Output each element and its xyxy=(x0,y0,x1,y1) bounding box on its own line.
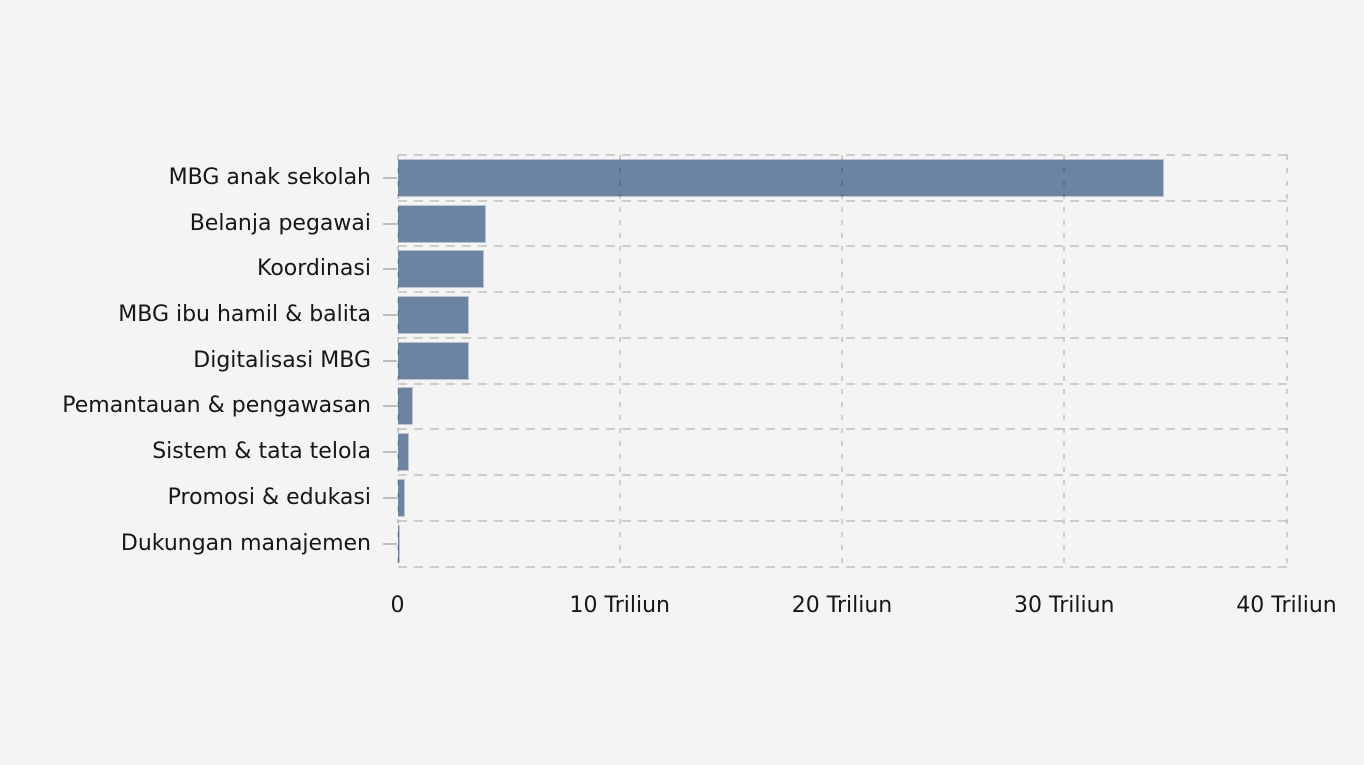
gridline-vertical xyxy=(618,155,621,567)
category-label: Koordinasi xyxy=(257,256,371,282)
gridline-vertical xyxy=(841,155,843,567)
gridline-horizontal xyxy=(397,519,1287,522)
gridline-vertical xyxy=(1063,155,1066,567)
bar xyxy=(397,204,487,243)
category-label: Belanja pegawai xyxy=(189,210,371,236)
category-tick xyxy=(383,359,397,362)
gridline-horizontal xyxy=(397,199,1287,202)
bar xyxy=(397,387,414,426)
category-tick xyxy=(383,222,397,225)
gridline-horizontal xyxy=(397,428,1287,431)
category-tick xyxy=(383,451,397,454)
bar xyxy=(397,158,1165,197)
category-tick xyxy=(383,405,397,408)
gridline-horizontal xyxy=(397,154,1287,156)
gridline-horizontal xyxy=(397,382,1287,385)
x-axis-label: 40 Triliun xyxy=(1236,593,1337,618)
gridline-horizontal xyxy=(397,474,1287,477)
x-axis-label: 10 Triliun xyxy=(569,593,670,618)
category-label: Digitalisasi MBG xyxy=(193,347,371,373)
x-axis-label: 30 Triliun xyxy=(1014,593,1115,618)
x-axis-label: 20 Triliun xyxy=(791,593,893,618)
bar xyxy=(397,478,406,517)
category-label: Dukungan manajemen xyxy=(120,530,371,556)
category-tick xyxy=(383,496,397,499)
category-label: Promosi & edukasi xyxy=(167,484,371,510)
gridline-vertical xyxy=(1285,155,1288,567)
x-axis-label: 0 xyxy=(390,593,405,618)
bar xyxy=(397,296,469,335)
category-tick xyxy=(383,176,397,179)
category-label: Sistem & tata telola xyxy=(152,439,371,465)
gridline-horizontal xyxy=(397,291,1287,294)
category-tick xyxy=(383,542,397,545)
bar xyxy=(397,433,409,472)
category-tick xyxy=(383,314,397,317)
plot-area xyxy=(396,154,1288,568)
bar xyxy=(397,341,469,380)
bar xyxy=(397,524,401,563)
gridline-horizontal xyxy=(397,565,1287,568)
gridline-horizontal xyxy=(397,336,1287,339)
category-label: Pemantauan & pengawasan xyxy=(62,393,371,419)
category-label: MBG ibu hamil & balita xyxy=(118,302,371,328)
gridline-horizontal xyxy=(397,245,1287,248)
bar xyxy=(397,250,485,289)
category-label: MBG anak sekolah xyxy=(168,164,371,190)
category-tick xyxy=(383,268,397,271)
